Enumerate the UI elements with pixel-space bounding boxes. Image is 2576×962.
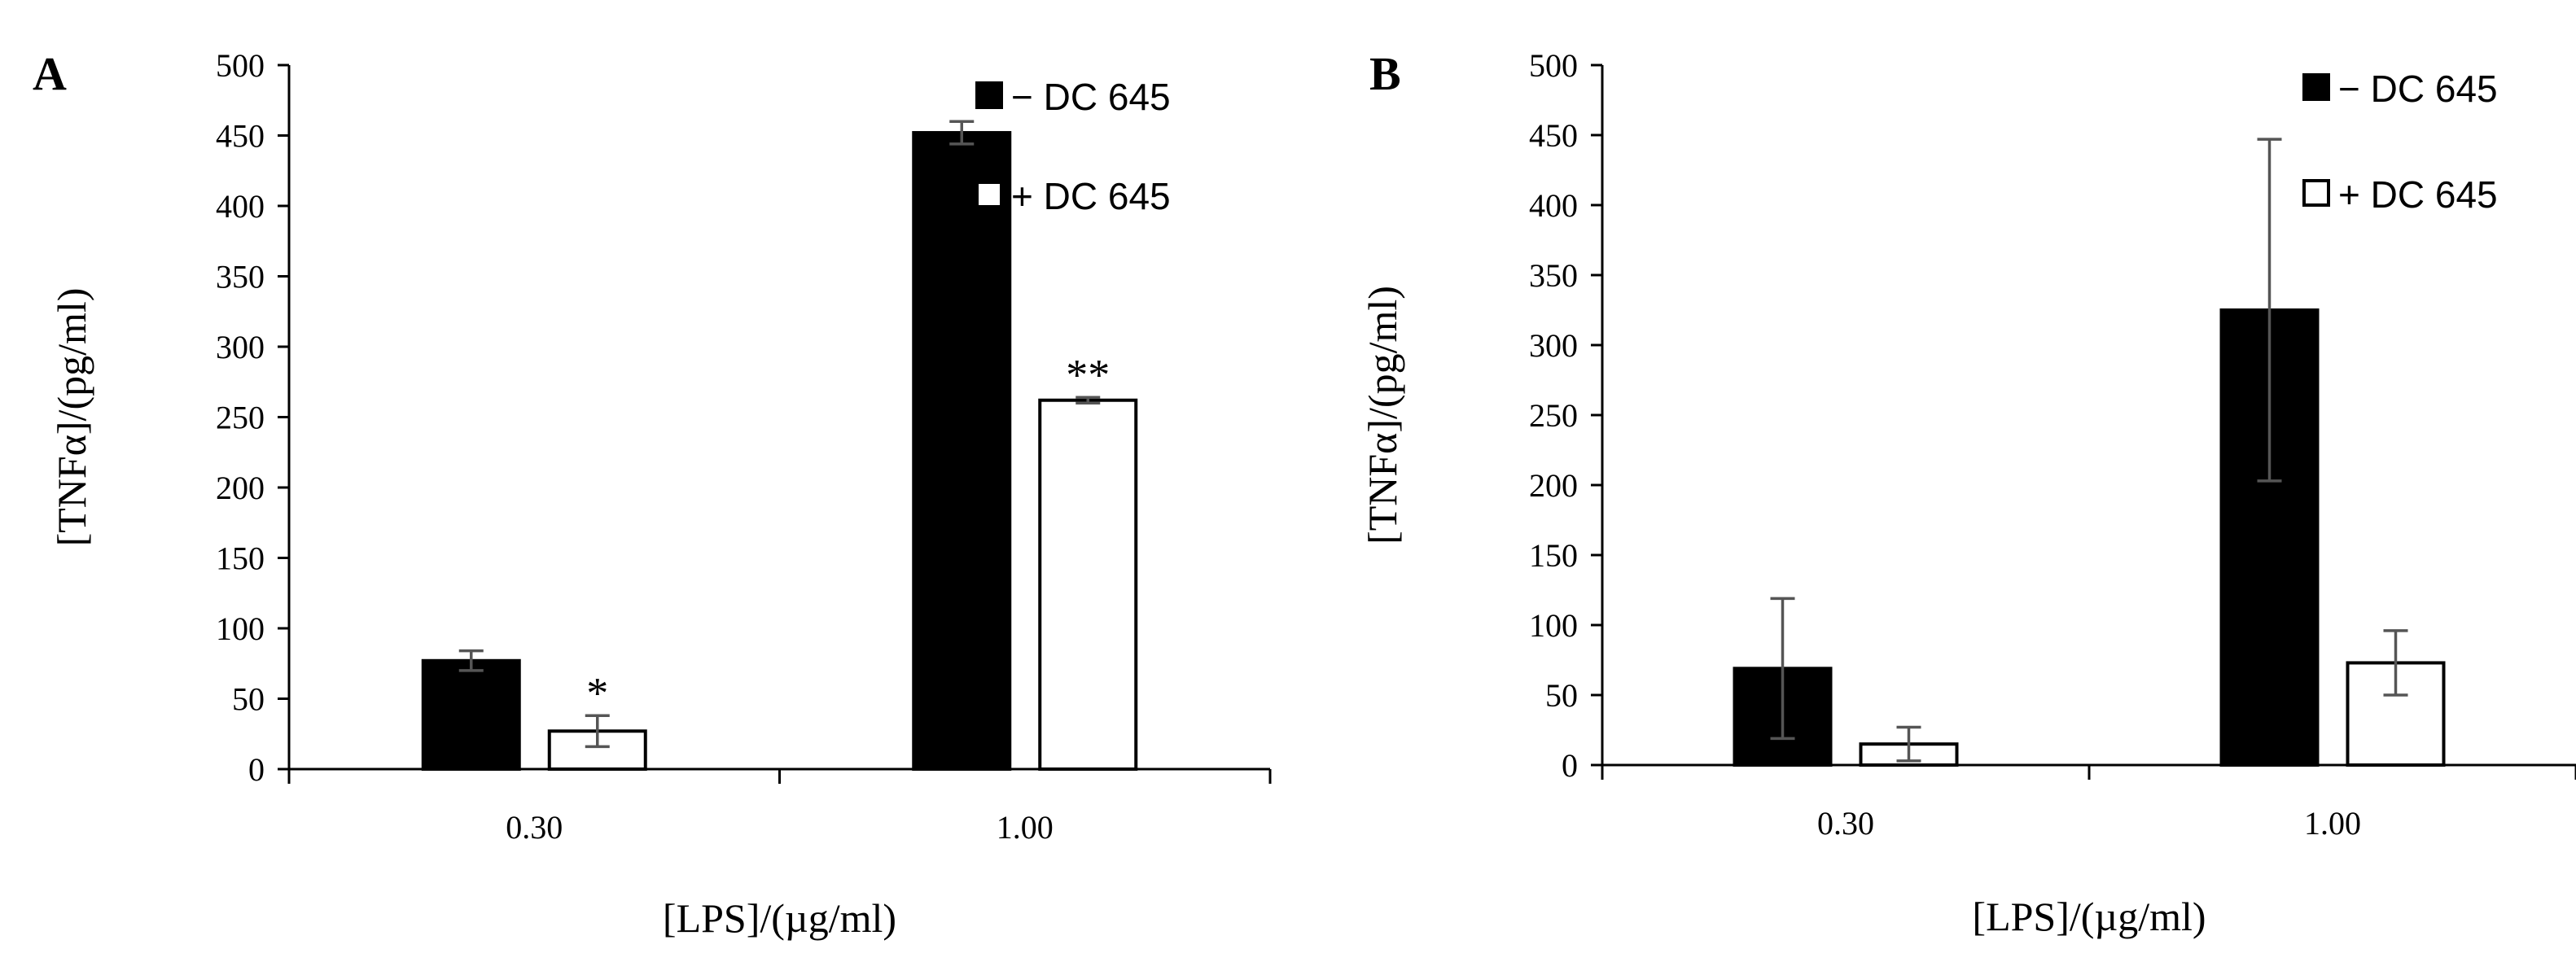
panel-a-y-tick-label: 500 [216,47,265,84]
panel-a-significance-marker: * [586,668,608,717]
panel-a-bar-series2-1.00 [1038,398,1138,771]
panel-b-legend-label: + DC 645 [2338,173,2498,216]
panel-a-y-tick-label: 450 [216,118,265,155]
panel-a-y-tick-label: 200 [216,470,265,506]
panel-a-y-tick-label: 250 [216,400,265,436]
panel-a-y-tick-label: 100 [216,610,265,647]
panel-a-y-tick-label: 300 [216,329,265,365]
panel-b-legend-swatch [2302,73,2330,101]
panel-b-y-tick-label: 500 [1529,47,1578,84]
panel-b-legend-label: − DC 645 [2338,68,2498,110]
panel-a-legend-swatch [975,81,1003,109]
panel-a-x-tick-label: 1.00 [997,809,1054,846]
panel-a-y-tick-label: 150 [216,540,265,577]
panel-a-legend-label: − DC 645 [1011,76,1171,118]
panel-b-y-tick-label: 400 [1529,187,1578,224]
panel-b-bar-series2-1.00 [2346,661,2446,767]
panel-b-x-axis-title: [LPS]/(µg/ml) [1972,894,2206,939]
panel-b-y-tick-label: 300 [1529,327,1578,364]
panel-a-significance-marker: ** [1066,350,1110,399]
panel-a-legend-label: + DC 645 [1011,175,1171,217]
panel-b-legend-swatch [2302,179,2330,207]
panel-a-bar-series1-1.00 [912,131,1012,772]
panel-a-y-tick-label: 50 [232,681,265,718]
panel-b-y-tick-label: 450 [1529,117,1578,154]
panel-a-x-axis-title: [LPS]/(µg/ml) [663,895,896,941]
panel-a-bar-series1-0.30 [421,658,521,771]
panel-b-y-tick-label: 100 [1529,607,1578,644]
panel-b-y-tick-label: 250 [1529,397,1578,434]
panel-a-y-tick-label: 400 [216,188,265,225]
panel-b-y-tick-label: 200 [1529,467,1578,504]
panel-a-y-tick-label: 350 [216,259,265,295]
panel-b-y-tick-label: 150 [1529,537,1578,574]
panel-b-y-tick-label: 0 [1562,747,1578,784]
panel-b-y-tick-label: 50 [1545,677,1578,714]
panel-a-y-axis-title: [TNFα]/(pg/ml) [49,288,94,547]
panel-a-x-tick-label: 0.30 [506,809,563,846]
panel-b-y-axis-title: [TNFα]/(pg/ml) [1360,286,1405,544]
panel-a-label: A [33,47,67,100]
panel-a-y-tick-label: 0 [248,751,265,788]
panel-b-y-tick-label: 350 [1529,257,1578,294]
panel-b-x-tick-label: 0.30 [1817,805,1874,842]
panel-a-legend-swatch [975,181,1003,208]
panel-b-x-tick-label: 1.00 [2304,805,2361,842]
panel-b-label: B [1369,47,1401,100]
